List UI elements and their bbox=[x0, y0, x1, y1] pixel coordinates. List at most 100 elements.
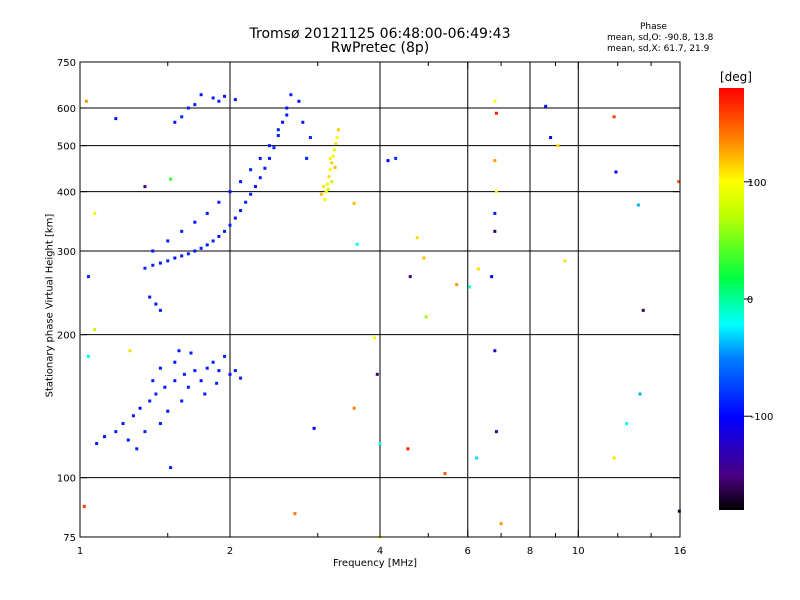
data-point bbox=[493, 229, 497, 233]
data-point bbox=[263, 166, 267, 170]
data-point bbox=[166, 409, 170, 413]
colorbar-tick-label: -100 bbox=[751, 412, 774, 423]
data-point bbox=[143, 430, 147, 434]
data-point bbox=[186, 106, 190, 110]
data-point bbox=[326, 187, 330, 191]
data-point bbox=[173, 360, 177, 364]
data-point bbox=[199, 246, 203, 250]
data-point bbox=[468, 285, 472, 289]
data-point bbox=[189, 351, 193, 355]
data-point bbox=[82, 504, 86, 508]
data-point bbox=[677, 180, 681, 184]
data-point bbox=[211, 360, 215, 364]
x-tick-label: 8 bbox=[527, 546, 533, 557]
data-point bbox=[228, 190, 232, 194]
data-point bbox=[443, 472, 447, 476]
data-point bbox=[476, 267, 480, 271]
data-point bbox=[166, 239, 170, 243]
data-point bbox=[205, 211, 209, 215]
data-point bbox=[614, 170, 618, 174]
data-point bbox=[180, 254, 184, 258]
data-point bbox=[499, 522, 503, 526]
data-point bbox=[352, 201, 356, 205]
data-point bbox=[267, 156, 271, 160]
data-point bbox=[126, 438, 130, 442]
data-point bbox=[173, 256, 177, 260]
data-point bbox=[169, 177, 173, 181]
data-point bbox=[217, 99, 221, 103]
data-point bbox=[493, 99, 497, 103]
data-point bbox=[114, 430, 118, 434]
data-points bbox=[82, 93, 681, 539]
data-point bbox=[151, 379, 155, 383]
data-point bbox=[625, 422, 629, 426]
data-point bbox=[422, 256, 426, 260]
y-tick-label: 500 bbox=[57, 142, 76, 153]
phase-stats-x: mean, sd,X: 61.7, 21.9 bbox=[607, 44, 710, 54]
data-point bbox=[143, 266, 147, 270]
data-point bbox=[544, 104, 548, 108]
y-tick-label: 750 bbox=[57, 58, 76, 69]
data-point bbox=[138, 406, 142, 410]
data-point bbox=[253, 185, 257, 189]
data-point bbox=[323, 198, 327, 202]
data-point bbox=[272, 146, 276, 150]
data-point bbox=[205, 243, 209, 247]
data-point bbox=[258, 176, 262, 180]
y-tick-label: 300 bbox=[57, 247, 76, 258]
data-point bbox=[93, 328, 97, 332]
data-point bbox=[177, 349, 181, 353]
data-point bbox=[131, 414, 135, 418]
data-point bbox=[93, 211, 97, 215]
data-point bbox=[180, 229, 184, 233]
data-point bbox=[394, 156, 398, 160]
data-point bbox=[163, 385, 167, 389]
data-point bbox=[331, 154, 335, 158]
data-point bbox=[249, 192, 253, 196]
data-point bbox=[636, 203, 640, 207]
data-point bbox=[475, 456, 479, 460]
data-point bbox=[173, 379, 177, 383]
colorbar-ticks: 100 0 -100 bbox=[744, 178, 773, 423]
data-point bbox=[86, 275, 90, 279]
chart-subtitle: RwPretec (8p) bbox=[330, 40, 430, 56]
data-point bbox=[173, 120, 177, 124]
data-point bbox=[336, 128, 340, 132]
data-point bbox=[169, 466, 173, 470]
phase-stats-o: mean, sd,O: -90.8, 13.8 bbox=[607, 33, 714, 43]
data-point bbox=[330, 180, 334, 184]
data-point bbox=[455, 283, 459, 287]
data-point bbox=[289, 93, 293, 97]
data-point bbox=[415, 236, 419, 240]
data-point bbox=[228, 223, 232, 227]
data-point bbox=[239, 376, 243, 380]
data-point bbox=[239, 180, 243, 184]
data-point bbox=[424, 315, 428, 319]
phase-stats-title: Phase bbox=[640, 22, 667, 32]
data-point bbox=[276, 134, 280, 138]
data-point bbox=[494, 190, 498, 194]
data-point bbox=[180, 115, 184, 119]
data-point bbox=[319, 192, 323, 196]
data-point bbox=[408, 275, 412, 279]
data-point bbox=[186, 252, 190, 256]
data-point bbox=[203, 392, 207, 396]
data-point bbox=[199, 93, 203, 97]
data-point bbox=[217, 369, 221, 373]
data-point bbox=[233, 216, 237, 220]
data-point bbox=[166, 259, 170, 263]
colorbar-unit-label: [deg] bbox=[720, 70, 752, 84]
data-point bbox=[335, 136, 339, 140]
data-point bbox=[186, 385, 190, 389]
data-point bbox=[563, 259, 567, 263]
data-point bbox=[143, 185, 147, 189]
data-point bbox=[677, 509, 681, 513]
data-point bbox=[103, 435, 107, 439]
data-point bbox=[228, 372, 232, 376]
data-point bbox=[334, 142, 338, 146]
data-point bbox=[612, 456, 616, 460]
data-point bbox=[211, 239, 215, 243]
data-point bbox=[151, 263, 155, 267]
data-point bbox=[193, 249, 197, 253]
